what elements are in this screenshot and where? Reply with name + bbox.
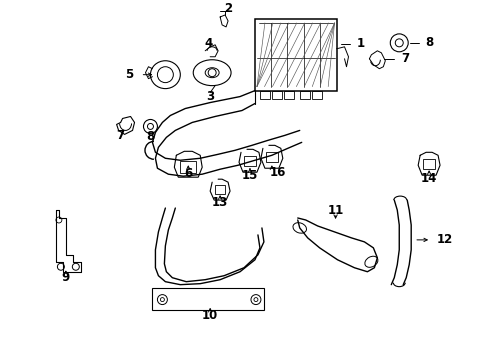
Bar [422,159,434,169]
Text: 4: 4 [203,37,212,50]
Text: 12: 12 [436,233,452,246]
Text: 2: 2 [224,3,232,15]
Text: 16: 16 [269,166,285,179]
Text: 13: 13 [212,195,228,208]
Text: 8: 8 [146,130,154,143]
Bar [244,156,255,166]
Text: 7: 7 [401,52,408,65]
Text: 1: 1 [356,37,364,50]
Text: 14: 14 [420,172,436,185]
Bar [299,91,309,99]
Text: 7: 7 [116,129,124,142]
Bar [283,91,293,99]
Text: 11: 11 [327,203,343,216]
Text: 5: 5 [125,68,133,81]
Text: 8: 8 [424,36,432,49]
Bar [260,91,269,99]
Bar [152,288,264,310]
Circle shape [394,39,403,47]
Bar [215,185,224,194]
Text: 9: 9 [61,271,70,284]
Text: 3: 3 [205,90,214,103]
Bar [265,152,277,162]
Bar [254,19,336,91]
Bar [311,91,321,99]
Bar [180,161,196,173]
Text: 15: 15 [241,169,258,182]
Text: 6: 6 [184,167,192,180]
Text: 10: 10 [202,309,218,322]
Bar [271,91,281,99]
